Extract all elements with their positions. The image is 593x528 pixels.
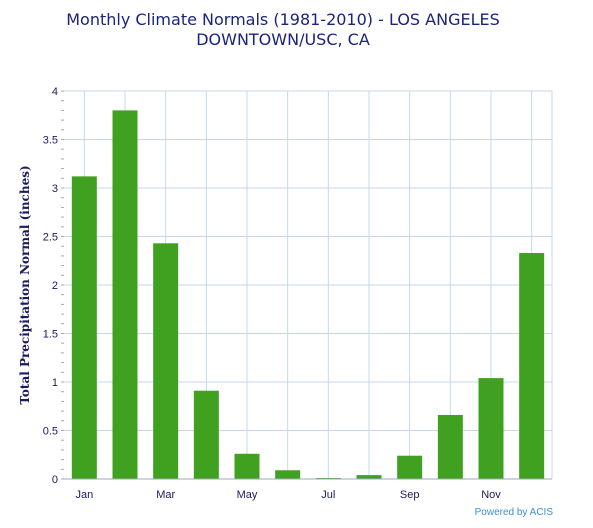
bar-nov [478,378,504,479]
x-tick-labels: Jan Mar May Jul Sep Nov [75,489,501,501]
bars [71,110,545,480]
minor-ticks [61,90,64,480]
y-tick-label: 0.5 [43,426,58,438]
chart-title: Monthly Climate Normals (1981-2010) - LO… [0,10,566,50]
chart-title-line1: Monthly Climate Normals (1981-2010) - LO… [66,10,500,29]
y-tick-label: 3 [52,183,58,195]
y-tick-label: 4 [52,86,58,98]
bar-mar [153,243,179,479]
x-tick-label: Nov [481,489,501,501]
bar-jan [71,176,97,480]
x-tick-label: Jul [321,489,335,501]
x-tick-label: Mar [156,489,175,501]
y-tick-label: 1 [52,377,58,389]
y-tick-labels: 0 0.5 1 1.5 2 2.5 3 3.5 4 [43,86,58,486]
y-tick-label: 2.5 [43,232,58,244]
y-tick-label: 3.5 [43,135,58,147]
chart-title-line2: DOWNTOWN/USC, CA [196,30,370,49]
bar-may [234,453,260,479]
bar-aug [356,475,382,479]
bar-dec [519,252,545,479]
powered-by-link[interactable]: Powered by ACIS [474,507,553,518]
bar-sep [397,455,423,479]
bar-apr [193,390,219,479]
y-tick-label: 0 [52,474,58,486]
x-tick-label: Sep [400,489,420,501]
x-tick-label: May [237,489,258,501]
y-tick-label: 2 [52,280,58,292]
bar-oct [437,414,463,479]
bar-jun [275,470,301,479]
x-tick-label: Jan [75,489,93,501]
y-tick-label: 1.5 [43,329,58,341]
bar-feb [112,110,138,480]
